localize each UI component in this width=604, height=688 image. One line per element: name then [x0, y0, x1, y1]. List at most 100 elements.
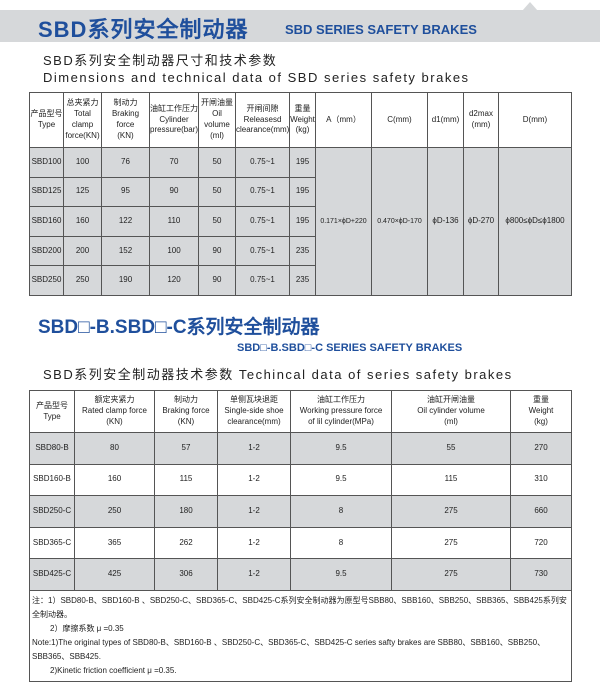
section2-title-en: SBD□-B.SBD□-C SERIES SAFETY BRAKES: [237, 342, 463, 354]
table-cell: 0.75~1: [235, 265, 290, 296]
header-line: d1(mm): [431, 114, 460, 124]
header-line: 单侧瓦块退距: [230, 395, 278, 405]
table-cell: 50: [198, 176, 236, 208]
table-cell: 110: [149, 206, 199, 237]
header-line: pressure(bar): [150, 125, 199, 135]
header-line: Oil cylinder volume: [417, 406, 485, 416]
header-line: (kg): [534, 416, 548, 426]
header-line: Rated clamp force: [82, 406, 147, 416]
table-cell: 1-2: [217, 432, 291, 465]
header-line: d2max: [468, 109, 493, 119]
header-line: (mm): [471, 120, 491, 129]
table-cell: 160: [63, 206, 102, 237]
table-row: SBD250-C 250 180 1-2 8 275 660: [29, 495, 572, 528]
section2-title: SBD□-B.SBD□-C系列安全制动器: [38, 317, 320, 338]
note-line: 注：1）SBD80-B、SBD160-B 、SBD250-C、SBD365-C、…: [32, 595, 567, 619]
table-cell: SBD200: [29, 235, 64, 267]
table-cell: 0.75~1: [235, 206, 290, 237]
table-cell: 122: [101, 206, 150, 237]
table-cell: 250: [74, 495, 155, 528]
column-header: d2max (mm): [463, 92, 499, 148]
table-cell: 730: [510, 558, 572, 591]
table-row: SBD425-C 425 306 1-2 9.5 275 730: [29, 558, 572, 591]
table-cell: 275: [391, 495, 511, 528]
section1-subtitle-cn: SBD系列安全制动器尺寸和技术参数: [43, 53, 278, 68]
column-header: d1(mm): [427, 92, 464, 148]
section1-subtitle-en: Dimensions and technical data of SBD ser…: [43, 70, 470, 85]
table-cell: 0.75~1: [235, 147, 290, 178]
table-cell: 195: [289, 206, 316, 237]
header-line: (ml): [210, 130, 224, 140]
header-line: 重量: [294, 103, 311, 113]
table-cell: SBD100: [29, 147, 64, 178]
table-cell: 1-2: [217, 463, 291, 497]
table-row: SBD160-B 160 115 1-2 9.5 115 310: [29, 463, 572, 497]
table-cell: 70: [149, 147, 199, 178]
table-cell: SBD250-C: [29, 495, 75, 528]
header-line: D(mm): [522, 114, 548, 124]
header-line: 开闸油量: [201, 98, 233, 108]
table-cell: 8: [290, 495, 392, 528]
note-line: 2）摩擦系数 μ =0.35: [50, 623, 124, 633]
table-row: SBD80-B 80 57 1-2 9.5 55 270: [29, 432, 572, 465]
table-cell: 152: [101, 235, 150, 267]
formula-cell: 0.171×ϕD+220: [315, 147, 372, 296]
header-line: Braking force: [111, 109, 140, 129]
table-cell: 9.5: [290, 463, 392, 497]
header-line: clearance(mm): [236, 125, 290, 135]
column-header: 油缸工作压力 Working pressure force of lil cylin…: [290, 390, 392, 433]
note-line: Note:1)The original types of SBD80-B、SBD…: [32, 637, 546, 661]
header-line: Braking force: [162, 406, 210, 416]
table-cell: 90: [149, 176, 199, 208]
formula-cell: ϕD-270: [463, 147, 499, 296]
table-cell: 55: [391, 432, 511, 465]
table-cell: SBD160-B: [29, 463, 75, 497]
header-line: of lil cylinder(MPa): [308, 416, 374, 426]
column-header: 油缸开闸油量 Oil cylinder volume (ml): [391, 390, 511, 433]
column-header: 重量 Weight (kg): [510, 390, 572, 433]
header-line: (KN): [117, 130, 134, 140]
table-cell: 90: [198, 235, 236, 267]
table-cell: 1-2: [217, 495, 291, 528]
table-cell: 76: [101, 147, 150, 178]
header-line: 产品型号: [36, 400, 68, 410]
header-line: force(KN): [65, 130, 100, 140]
table-cell: 262: [154, 526, 218, 560]
header-line: 产品型号: [30, 109, 63, 119]
header-line: (KN): [177, 416, 195, 426]
column-header: 单侧瓦块退距 Single-side shoe clearance(mm): [217, 390, 291, 433]
formula-cell: 0.470×ϕD-170: [371, 147, 428, 296]
table-cell: 115: [391, 463, 511, 497]
header-line: clearance(mm): [227, 416, 281, 426]
table-cell: 250: [63, 265, 102, 296]
table-cell: 235: [289, 235, 316, 267]
table-cell: 720: [510, 526, 572, 560]
table-cell: 275: [391, 558, 511, 591]
column-header: 总夹紧力 Total clamp force(KN): [63, 92, 102, 148]
header-line: (ml): [444, 416, 458, 426]
table-cell: 425: [74, 558, 155, 591]
header-line: 制动力: [174, 395, 198, 405]
header-line: 油缸工作压力: [317, 395, 365, 405]
table-cell: 365: [74, 526, 155, 560]
column-header: 重量 Weight (kg): [289, 92, 316, 148]
header-line: Working pressure force: [299, 406, 383, 416]
table-cell: 160: [74, 463, 155, 497]
column-header: 制动力 Braking force (KN): [154, 390, 218, 433]
table-cell: SBD365-C: [29, 526, 75, 560]
header-line: 总夹紧力: [66, 98, 99, 108]
table-cell: 57: [154, 432, 218, 465]
table-cell: 9.5: [290, 432, 392, 465]
table-cell: 660: [510, 495, 572, 528]
table-cell: SBD425-C: [29, 558, 75, 591]
table-cell: 310: [510, 463, 572, 497]
header-line: Type: [37, 120, 56, 129]
table-cell: 0.75~1: [235, 176, 290, 208]
table-cell: 195: [289, 176, 316, 208]
header-line: Type: [43, 411, 61, 421]
sbd-b-c-technical-table: 产品型号 Type 额定夹紧力 Rated clamp force (KN) 制动力 Bra…: [29, 390, 572, 682]
column-header: D(mm): [498, 92, 572, 148]
header-line: 油缸开闸油量: [427, 395, 475, 405]
note-line: 2)Kinetic friction coefficient μ =0.35.: [50, 665, 177, 675]
table-cell: 100: [63, 147, 102, 178]
